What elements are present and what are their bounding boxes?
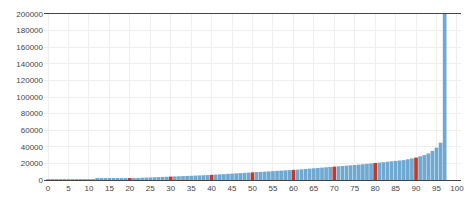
svg-text:30: 30 <box>166 184 175 193</box>
svg-text:45: 45 <box>228 184 237 193</box>
svg-text:65: 65 <box>309 184 318 193</box>
svg-text:55: 55 <box>268 184 277 193</box>
svg-text:60: 60 <box>289 184 298 193</box>
svg-text:5: 5 <box>66 184 71 193</box>
svg-text:25: 25 <box>146 184 155 193</box>
svg-text:160000: 160000 <box>16 43 43 52</box>
svg-text:85: 85 <box>391 184 400 193</box>
svg-text:20000: 20000 <box>21 159 44 168</box>
svg-text:95: 95 <box>432 184 441 193</box>
svg-text:20: 20 <box>125 184 134 193</box>
svg-text:90: 90 <box>412 184 421 193</box>
svg-text:0: 0 <box>39 176 44 185</box>
svg-text:40000: 40000 <box>21 143 44 152</box>
svg-text:35: 35 <box>187 184 196 193</box>
svg-text:50: 50 <box>248 184 257 193</box>
svg-text:10: 10 <box>85 184 94 193</box>
svg-text:60000: 60000 <box>21 126 44 135</box>
svg-text:0: 0 <box>46 184 51 193</box>
svg-text:100: 100 <box>450 184 464 193</box>
svg-text:75: 75 <box>350 184 359 193</box>
svg-text:15: 15 <box>105 184 114 193</box>
svg-text:40: 40 <box>207 184 216 193</box>
svg-text:120000: 120000 <box>16 76 43 85</box>
svg-text:200000: 200000 <box>16 10 43 19</box>
svg-text:80000: 80000 <box>21 109 44 118</box>
svg-text:70: 70 <box>330 184 339 193</box>
svg-text:80: 80 <box>371 184 380 193</box>
svg-text:180000: 180000 <box>16 26 43 35</box>
svg-text:100000: 100000 <box>16 93 43 102</box>
svg-text:140000: 140000 <box>16 60 43 69</box>
